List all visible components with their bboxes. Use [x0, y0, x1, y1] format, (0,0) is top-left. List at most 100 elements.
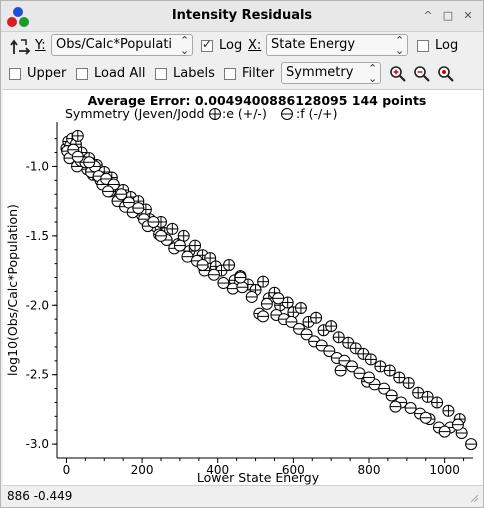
point-f: [181, 250, 194, 263]
point-e: [204, 252, 217, 265]
y-axis-label: Y:: [35, 38, 46, 53]
filter-controls-row: Upper Load All Labels Filter Symmetry ⌃ ⌄: [1, 62, 483, 92]
point-f: [389, 400, 402, 413]
chart-axes: 0 200 400 600 800 1000 -1.0 -1.5 -2.0 -2.5 -3.0: [26, 122, 473, 477]
point-f: [102, 185, 115, 198]
x-axis-select-value: State Energy: [271, 37, 356, 52]
y-axis-select[interactable]: Obs/Calc*Populati ⌃ ⌄: [51, 34, 193, 56]
chart-legend: Symmetry (Jeven/Jodd :e (+/-) :f (-/+): [65, 106, 338, 121]
point-f: [71, 150, 84, 163]
chart-title: Average Error: 0.0049400886128095 144 po…: [88, 93, 427, 108]
filter-select-value: Symmetry: [286, 65, 354, 80]
y-tick-label: -1.5: [26, 229, 49, 243]
y-tick-label: -2.0: [26, 298, 49, 312]
point-f: [260, 297, 273, 310]
point-e: [177, 229, 190, 242]
point-e: [71, 129, 84, 142]
title-bar[interactable]: Intensity Residuals ^ □ ✕: [1, 1, 483, 32]
point-e: [325, 320, 338, 333]
x-tick-label: 800: [358, 463, 381, 477]
chevron-updown-icon: ⌃ ⌄: [180, 34, 190, 56]
point-e: [383, 364, 396, 377]
filter-select[interactable]: Symmetry ⌃ ⌄: [281, 62, 381, 84]
cursor-coordinates: 886 -0.449: [7, 489, 73, 503]
x-axis-label: X:: [248, 38, 262, 53]
swap-axes-icon[interactable]: [9, 36, 31, 58]
point-f: [173, 239, 186, 252]
load-all-checkbox[interactable]: [76, 68, 88, 80]
labels-checkbox[interactable]: [155, 68, 167, 80]
point-e: [332, 331, 345, 344]
resize-grip-icon[interactable]: [469, 493, 479, 503]
point-f: [147, 215, 160, 228]
legend-e-label: :e (+/-): [222, 106, 267, 121]
chevron-updown-icon: ⌃ ⌄: [368, 62, 378, 84]
point-e: [421, 390, 434, 403]
minimize-button[interactable]: ^: [423, 9, 433, 22]
point-f: [334, 364, 347, 377]
point-f: [285, 315, 298, 328]
point-f: [234, 271, 247, 284]
window-title: Intensity Residuals: [171, 8, 313, 23]
legend-f-label: :f (-/+): [296, 106, 338, 121]
point-f: [257, 310, 270, 323]
x-tick-label: 1000: [429, 463, 460, 477]
point-e: [374, 360, 387, 373]
zoom-in-icon[interactable]: [389, 65, 407, 83]
y-tick-label: -1.0: [26, 159, 49, 173]
y-tick-label: -2.5: [26, 368, 49, 382]
x-tick-label: 200: [131, 463, 154, 477]
x-axis-select[interactable]: State Energy ⌃ ⌄: [266, 34, 408, 56]
point-f: [323, 345, 336, 358]
point-f: [236, 281, 249, 294]
x-tick-label: 400: [206, 463, 229, 477]
point-e: [189, 239, 202, 252]
point-f: [245, 290, 258, 303]
x-tick-label: 0: [63, 463, 71, 477]
legend-prefix: Symmetry (Jeven/Jodd: [65, 106, 204, 121]
maximize-button[interactable]: □: [442, 9, 454, 22]
zoom-out-icon[interactable]: [413, 65, 431, 83]
point-f: [272, 292, 285, 305]
filter-checkbox[interactable]: [224, 68, 236, 80]
point-f: [155, 229, 167, 242]
log-y-checkbox[interactable]: [201, 37, 213, 52]
point-e: [294, 302, 307, 315]
point-f: [196, 259, 209, 272]
residuals-plot[interactable]: Average Error: 0.0049400886128095 144 po…: [3, 89, 483, 486]
point-f: [404, 402, 417, 415]
circle-minus-icon: [281, 108, 293, 120]
point-f: [353, 367, 366, 380]
point-e: [431, 396, 444, 409]
point-f: [115, 188, 128, 201]
point-e: [166, 222, 179, 235]
close-button[interactable]: ✕: [463, 9, 473, 22]
point-f: [378, 382, 391, 395]
y-axis-select-value: Obs/Calc*Populati: [56, 37, 173, 52]
point-f: [451, 418, 464, 431]
point-e: [364, 353, 377, 366]
upper-checkbox[interactable]: [9, 68, 21, 80]
point-f: [300, 328, 313, 341]
y-axis-title: log10(Obs/Calc*Population): [5, 204, 20, 376]
point-e: [223, 259, 236, 272]
log-y-label: Log: [219, 38, 243, 53]
load-all-label: Load All: [94, 66, 146, 81]
point-f: [438, 425, 451, 438]
filter-label: Filter: [242, 66, 275, 81]
point-e: [442, 404, 455, 417]
point-f: [465, 438, 478, 451]
circle-plus-icon: [209, 108, 221, 120]
point-f: [217, 277, 230, 290]
log-x-checkbox[interactable]: [417, 40, 429, 52]
labels-label: Labels: [173, 66, 215, 81]
upper-label: Upper: [27, 66, 67, 81]
chevron-updown-icon: ⌃ ⌄: [395, 34, 405, 56]
zoom-reset-icon[interactable]: [437, 65, 455, 83]
log-x-label: Log: [435, 38, 459, 53]
point-f: [385, 389, 398, 402]
point-e: [393, 371, 406, 384]
y-tick-label: -3.0: [26, 437, 49, 451]
residuals-chart: Average Error: 0.0049400886128095 144 po…: [5, 93, 478, 485]
